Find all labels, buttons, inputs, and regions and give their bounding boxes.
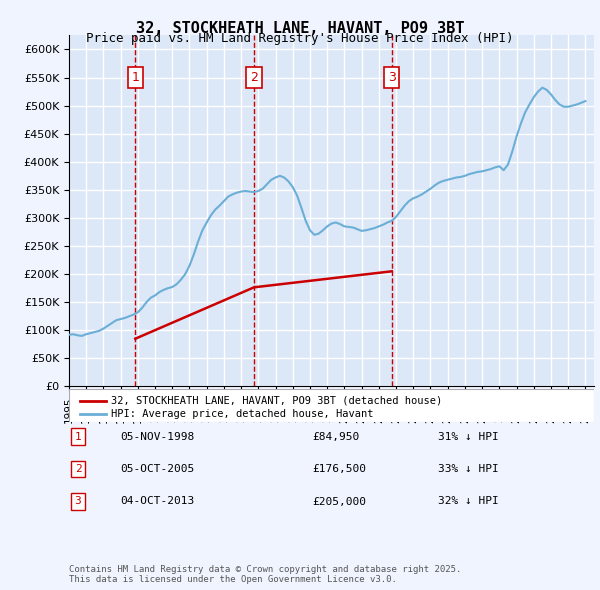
Text: 32, STOCKHEATH LANE, HAVANT, PO9 3BT (detached house): 32, STOCKHEATH LANE, HAVANT, PO9 3BT (de…	[111, 396, 442, 406]
Text: 1: 1	[131, 71, 139, 84]
Text: Price paid vs. HM Land Registry's House Price Index (HPI): Price paid vs. HM Land Registry's House …	[86, 32, 514, 45]
Text: £176,500: £176,500	[312, 464, 366, 474]
Text: 05-OCT-2005: 05-OCT-2005	[120, 464, 194, 474]
Text: 05-NOV-1998: 05-NOV-1998	[120, 432, 194, 441]
Text: 1: 1	[74, 432, 82, 441]
Text: £84,950: £84,950	[312, 432, 359, 441]
Text: 32% ↓ HPI: 32% ↓ HPI	[438, 497, 499, 506]
Text: 32, STOCKHEATH LANE, HAVANT, PO9 3BT: 32, STOCKHEATH LANE, HAVANT, PO9 3BT	[136, 21, 464, 35]
FancyBboxPatch shape	[69, 389, 594, 422]
Text: 04-OCT-2013: 04-OCT-2013	[120, 497, 194, 506]
Text: 2: 2	[250, 71, 258, 84]
Text: 3: 3	[388, 71, 395, 84]
Text: HPI: Average price, detached house, Havant: HPI: Average price, detached house, Hava…	[111, 409, 373, 419]
Text: 2: 2	[74, 464, 82, 474]
Text: 31% ↓ HPI: 31% ↓ HPI	[438, 432, 499, 441]
Text: 3: 3	[74, 497, 82, 506]
Text: £205,000: £205,000	[312, 497, 366, 506]
Text: 33% ↓ HPI: 33% ↓ HPI	[438, 464, 499, 474]
Text: Contains HM Land Registry data © Crown copyright and database right 2025.
This d: Contains HM Land Registry data © Crown c…	[69, 565, 461, 584]
